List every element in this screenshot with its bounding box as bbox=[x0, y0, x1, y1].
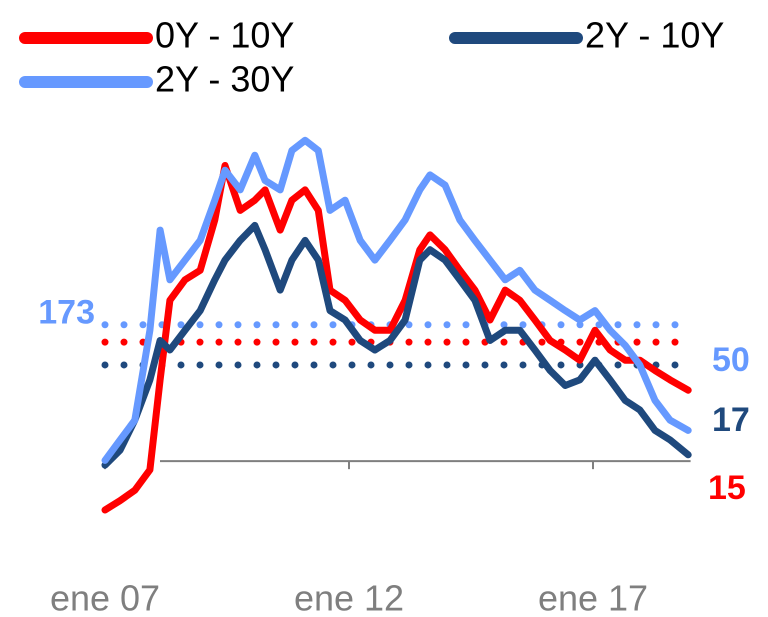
x-tick-label: ene 17 bbox=[538, 578, 648, 617]
legend-label: 0Y - 10Y bbox=[155, 15, 294, 56]
series-line bbox=[101, 221, 692, 469]
annotation: 15 bbox=[708, 469, 746, 507]
series-line bbox=[101, 136, 692, 464]
legend-label: 2Y - 10Y bbox=[585, 15, 724, 56]
series-line bbox=[101, 162, 692, 514]
x-tick-label: ene 12 bbox=[294, 578, 404, 617]
legend-label: 2Y - 30Y bbox=[155, 59, 294, 100]
reference-label: 173 bbox=[38, 294, 95, 332]
annotation: 50 bbox=[712, 341, 750, 379]
x-tick-label: ene 07 bbox=[50, 578, 160, 617]
annotation: 17 bbox=[712, 401, 750, 439]
